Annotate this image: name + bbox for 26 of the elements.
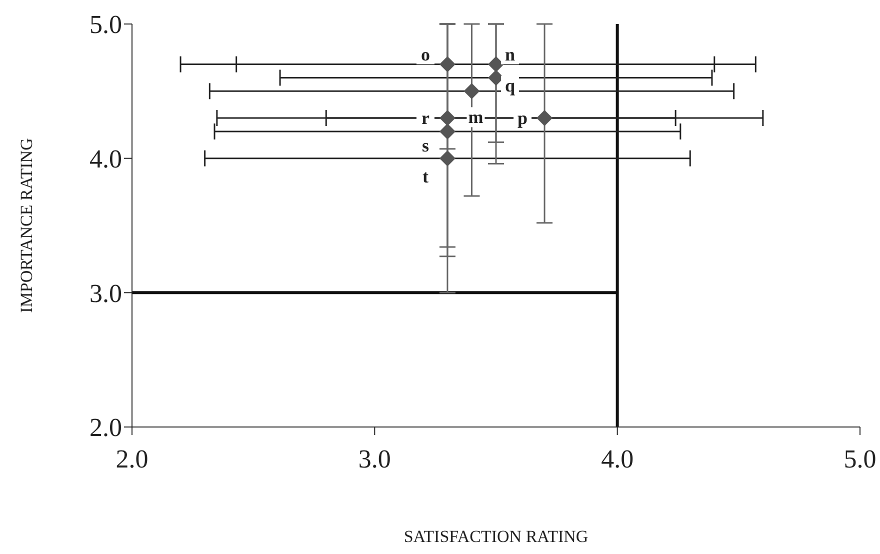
annotation: t	[422, 166, 428, 186]
annotation: r	[421, 108, 430, 128]
x-tick-label: 4.0	[601, 444, 634, 474]
x-tick-label: 2.0	[116, 444, 148, 474]
annotation: q	[504, 76, 516, 96]
point	[488, 56, 504, 72]
point	[536, 110, 553, 126]
point	[439, 110, 456, 126]
point	[439, 56, 456, 72]
point	[488, 70, 504, 86]
point	[464, 83, 480, 100]
point	[439, 150, 456, 166]
x-axis-title: SATISFACTION RATING	[404, 527, 588, 546]
annotation: s	[422, 135, 429, 156]
x-tick-label: 5.0	[844, 444, 876, 474]
annotation: o	[420, 44, 430, 64]
y-tick-label: 2.0	[90, 413, 122, 442]
point	[439, 123, 456, 140]
x-tick-label: 3.0	[358, 444, 391, 474]
annotation: m	[468, 107, 484, 128]
y-axis-title: IMPORTANCE RATING	[17, 138, 36, 313]
y-tick-label: 5.0	[90, 10, 122, 40]
y-tick-label: 4.0	[90, 144, 122, 174]
annotation: n	[504, 44, 516, 64]
annotation: p	[518, 108, 528, 128]
y-tick-label: 3.0	[90, 278, 122, 308]
